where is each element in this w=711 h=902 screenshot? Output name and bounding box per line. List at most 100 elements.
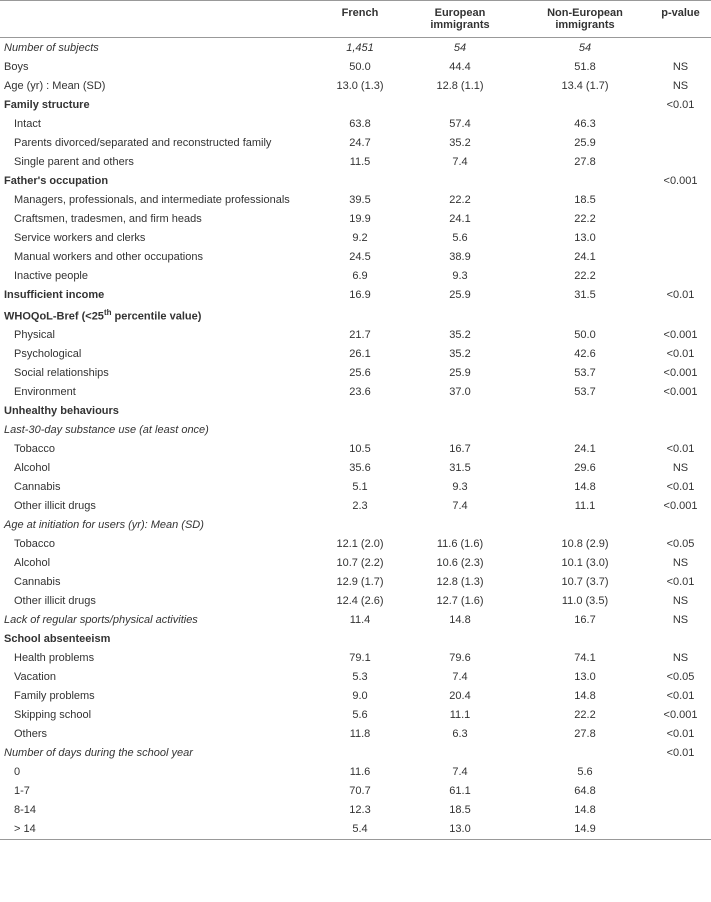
cell-value: 21.7 [320, 326, 400, 345]
row-label: 8-14 [0, 801, 320, 820]
cell-value: 24.1 [400, 209, 520, 228]
cell-value: 10.8 (2.9) [520, 535, 650, 554]
table-row: Age (yr) : Mean (SD)13.0 (1.3)12.8 (1.1)… [0, 76, 711, 95]
row-label: Cannabis [0, 478, 320, 497]
cell-value: 12.1 (2.0) [320, 535, 400, 554]
table-row: Craftsmen, tradesmen, and firm heads19.9… [0, 209, 711, 228]
table-row: Others11.86.327.8<0.01 [0, 725, 711, 744]
cell-value: 18.5 [520, 190, 650, 209]
cell-value: 5.1 [320, 478, 400, 497]
cell-value: 25.9 [520, 133, 650, 152]
cell-value [520, 95, 650, 114]
cell-value [650, 516, 711, 535]
cell-value [320, 402, 400, 421]
cell-value [320, 744, 400, 763]
table-row: Age at initiation for users (yr): Mean (… [0, 516, 711, 535]
cell-value [650, 763, 711, 782]
table-row: Number of subjects1,4515454 [0, 38, 711, 58]
column-header: European immigrants [400, 1, 520, 38]
cell-value: 42.6 [520, 345, 650, 364]
cell-value: 37.0 [400, 383, 520, 402]
cell-value: <0.01 [650, 95, 711, 114]
cell-value: 9.3 [400, 478, 520, 497]
cell-value [650, 782, 711, 801]
table-row: Family problems9.020.414.8<0.01 [0, 687, 711, 706]
cell-value: <0.01 [650, 285, 711, 304]
cell-value: 24.1 [520, 440, 650, 459]
table-row: Other illicit drugs12.4 (2.6)12.7 (1.6)1… [0, 592, 711, 611]
cell-value [650, 152, 711, 171]
table-row: Last-30-day substance use (at least once… [0, 421, 711, 440]
cell-value: <0.01 [650, 573, 711, 592]
cell-value: NS [650, 554, 711, 573]
table-row: Social relationships25.625.953.7<0.001 [0, 364, 711, 383]
table-row: Other illicit drugs2.37.411.1<0.001 [0, 497, 711, 516]
cell-value: <0.001 [650, 706, 711, 725]
cell-value: 22.2 [520, 706, 650, 725]
cell-value [650, 190, 711, 209]
table-row: Psychological26.135.242.6<0.01 [0, 345, 711, 364]
cell-value [520, 516, 650, 535]
cell-value: 14.8 [520, 801, 650, 820]
cell-value [650, 820, 711, 840]
cell-value: 11.4 [320, 611, 400, 630]
cell-value: 54 [400, 38, 520, 58]
row-label: Tobacco [0, 440, 320, 459]
table-row: Alcohol10.7 (2.2)10.6 (2.3)10.1 (3.0)NS [0, 554, 711, 573]
row-label: Number of subjects [0, 38, 320, 58]
cell-value [520, 171, 650, 190]
cell-value: 10.7 (3.7) [520, 573, 650, 592]
row-label: School absenteeism [0, 630, 320, 649]
cell-value: 24.7 [320, 133, 400, 152]
row-label: 0 [0, 763, 320, 782]
cell-value: 5.6 [520, 763, 650, 782]
cell-value: 53.7 [520, 364, 650, 383]
cell-value [320, 630, 400, 649]
table-row: Parents divorced/separated and reconstru… [0, 133, 711, 152]
table-row: 011.67.45.6 [0, 763, 711, 782]
table-row: Cannabis12.9 (1.7)12.8 (1.3)10.7 (3.7)<0… [0, 573, 711, 592]
table-row: Insufficient income16.925.931.5<0.01 [0, 285, 711, 304]
cell-value: 35.6 [320, 459, 400, 478]
cell-value [320, 516, 400, 535]
cell-value: 9.2 [320, 228, 400, 247]
cell-value [520, 421, 650, 440]
cell-value: 54 [520, 38, 650, 58]
cell-value: NS [650, 459, 711, 478]
cell-value: 6.9 [320, 266, 400, 285]
cell-value: <0.001 [650, 383, 711, 402]
table-row: > 145.413.014.9 [0, 820, 711, 840]
cell-value: 23.6 [320, 383, 400, 402]
cell-value [400, 516, 520, 535]
column-header: French [320, 1, 400, 38]
cell-value: 11.0 (3.5) [520, 592, 650, 611]
cell-value: 25.9 [400, 364, 520, 383]
row-label: Family structure [0, 95, 320, 114]
cell-value: 6.3 [400, 725, 520, 744]
cell-value [400, 402, 520, 421]
cell-value: 11.6 (1.6) [400, 535, 520, 554]
cell-value: 64.8 [520, 782, 650, 801]
cell-value: <0.001 [650, 497, 711, 516]
row-label: Age at initiation for users (yr): Mean (… [0, 516, 320, 535]
row-label: Lack of regular sports/physical activiti… [0, 611, 320, 630]
cell-value: 31.5 [400, 459, 520, 478]
cell-value: 14.8 [520, 687, 650, 706]
cell-value: 20.4 [400, 687, 520, 706]
table-row: Environment23.637.053.7<0.001 [0, 383, 711, 402]
row-label: Last-30-day substance use (at least once… [0, 421, 320, 440]
row-label: Boys [0, 57, 320, 76]
cell-value: 7.4 [400, 152, 520, 171]
cell-value: 70.7 [320, 782, 400, 801]
cell-value: 35.2 [400, 345, 520, 364]
cell-value: 12.3 [320, 801, 400, 820]
cell-value: 46.3 [520, 114, 650, 133]
cell-value: 16.7 [520, 611, 650, 630]
row-label: Alcohol [0, 459, 320, 478]
table-row: 8-1412.318.514.8 [0, 801, 711, 820]
cell-value: 5.4 [320, 820, 400, 840]
cell-value: 24.1 [520, 247, 650, 266]
row-label: Unhealthy behaviours [0, 402, 320, 421]
cell-value: 13.0 [520, 228, 650, 247]
cell-value [650, 421, 711, 440]
